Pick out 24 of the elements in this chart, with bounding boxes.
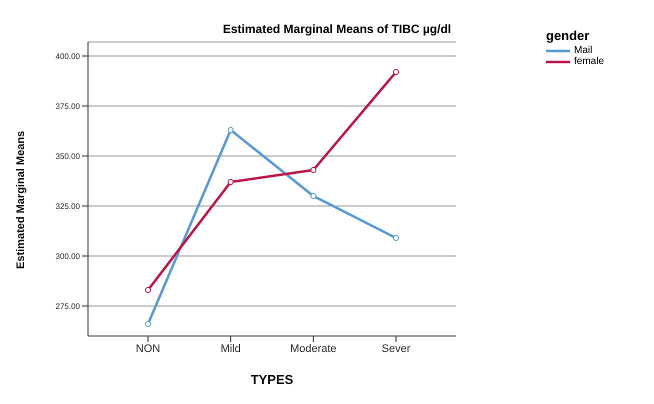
point	[228, 127, 234, 133]
legend-title: gender	[546, 28, 590, 43]
point	[310, 167, 316, 173]
y-tick-label: 325.00	[56, 202, 81, 211]
y-axis-title: Estimated Marginal Means	[14, 130, 27, 269]
x-tick-label: Mild	[220, 342, 241, 355]
y-tick-label: 300.00	[56, 252, 81, 261]
point	[310, 193, 316, 199]
y-tick-label: 400.00	[56, 52, 81, 61]
y-tick-label: 375.00	[56, 102, 81, 111]
point	[145, 287, 151, 293]
x-tick-label: Moderate	[290, 342, 337, 355]
x-tick-label: NON	[136, 342, 160, 355]
x-tick-label: Sever	[382, 342, 411, 355]
x-axis-title: TYPES	[250, 372, 294, 387]
point	[228, 179, 234, 185]
legend-label: Mail	[574, 45, 592, 56]
chart-title: Estimated Marginal Means of TIBC µg/dl	[222, 22, 452, 36]
point	[393, 235, 399, 241]
y-tick-label: 350.00	[56, 152, 81, 161]
point	[393, 69, 399, 75]
y-tick-label: 275.00	[56, 302, 81, 311]
point	[145, 321, 151, 327]
legend-label: female	[574, 56, 604, 67]
